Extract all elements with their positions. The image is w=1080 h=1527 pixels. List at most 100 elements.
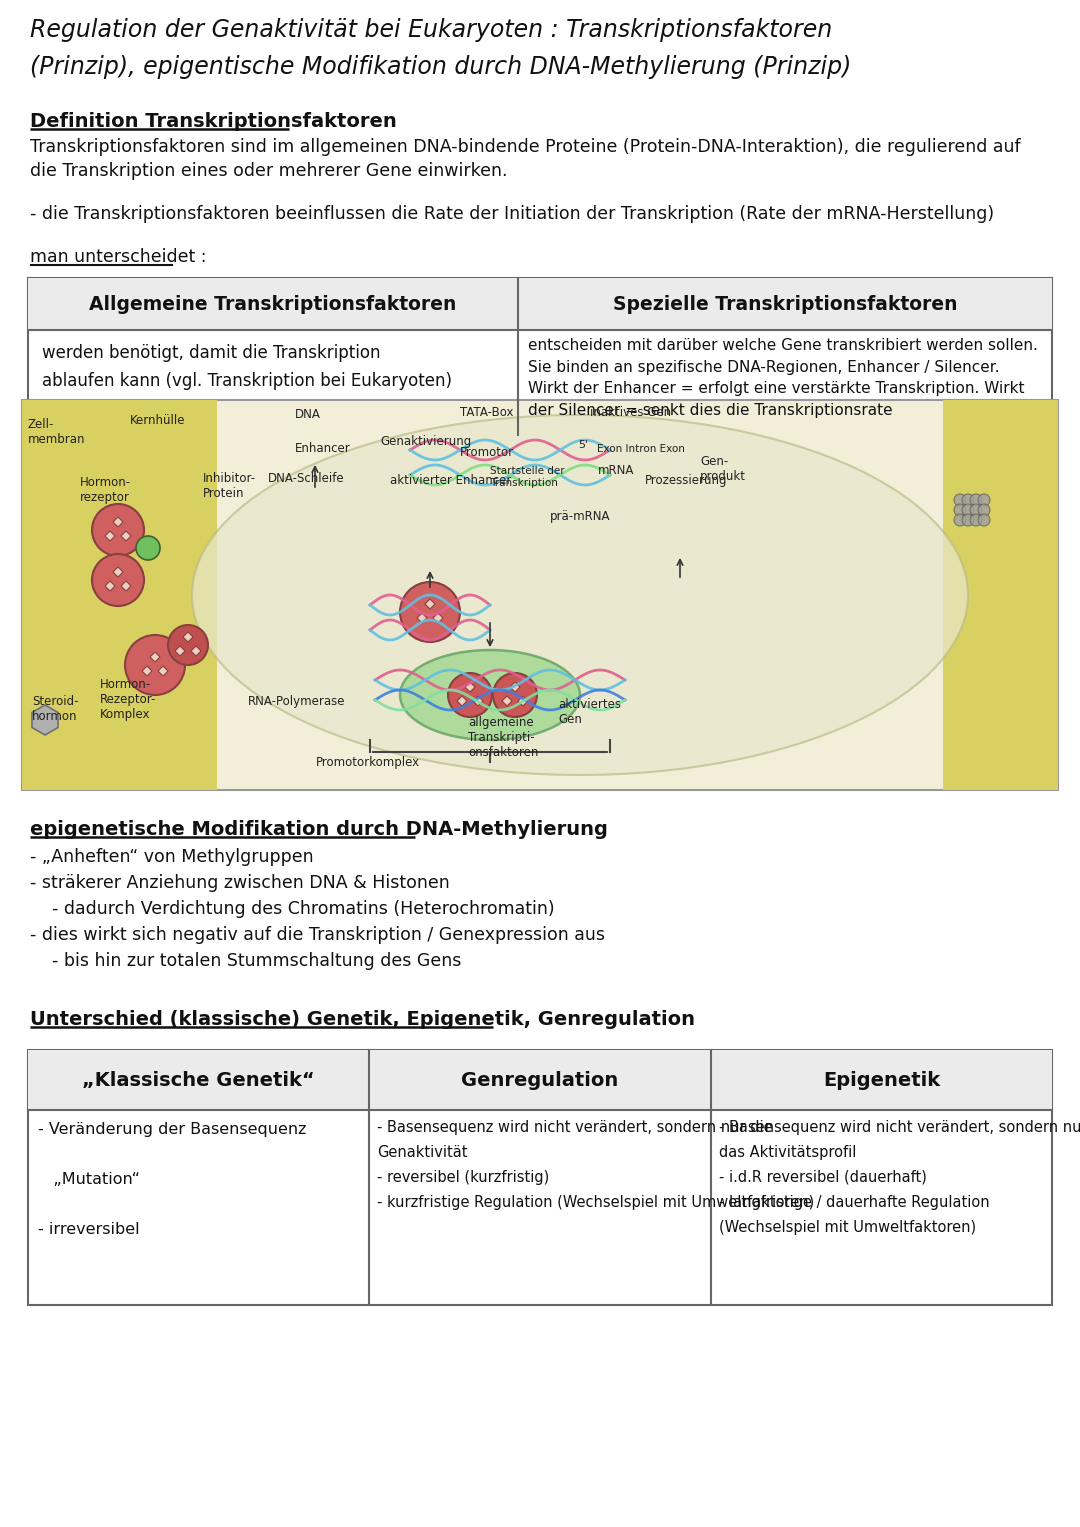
- Text: DNA-Schleife: DNA-Schleife: [268, 472, 345, 486]
- Text: Enhancer: Enhancer: [295, 441, 351, 455]
- Text: Unterschied (klassische) Genetik, Epigenetik, Genregulation: Unterschied (klassische) Genetik, Epigen…: [30, 1009, 696, 1029]
- Text: Promotor: Promotor: [460, 446, 514, 460]
- Text: TATA-Box: TATA-Box: [460, 406, 513, 418]
- Polygon shape: [141, 666, 152, 676]
- Text: - langfristige / dauerhafte Regulation: - langfristige / dauerhafte Regulation: [718, 1196, 989, 1209]
- Text: epigenetische Modifikation durch DNA-Methylierung: epigenetische Modifikation durch DNA-Met…: [30, 820, 608, 838]
- Circle shape: [136, 536, 160, 560]
- Circle shape: [954, 504, 966, 516]
- Circle shape: [978, 515, 990, 525]
- Circle shape: [92, 504, 144, 556]
- Polygon shape: [121, 531, 131, 541]
- Text: 5': 5': [578, 440, 589, 450]
- Text: aktivierter Enhancer: aktivierter Enhancer: [390, 473, 511, 487]
- Polygon shape: [417, 612, 427, 623]
- Bar: [28, 1051, 1052, 1110]
- Circle shape: [978, 495, 990, 505]
- Text: Hormon-
rezeptor: Hormon- rezeptor: [80, 476, 131, 504]
- Circle shape: [970, 515, 982, 525]
- Text: Genregulation: Genregulation: [461, 1070, 619, 1089]
- Text: Regulation der Genaktivität bei Eukaryoten : Transkriptionsfaktoren: Regulation der Genaktivität bei Eukaryot…: [30, 18, 833, 43]
- Text: (Prinzip), epigentische Modifikation durch DNA-Methylierung (Prinzip): (Prinzip), epigentische Modifikation dur…: [30, 55, 851, 79]
- Text: Inhibitor-
Protein: Inhibitor- Protein: [203, 472, 256, 499]
- Polygon shape: [473, 696, 483, 705]
- Text: Prozessierung: Prozessierung: [645, 473, 728, 487]
- Text: man unterscheidet :: man unterscheidet :: [30, 247, 206, 266]
- Text: Steroid-
hormon: Steroid- hormon: [32, 695, 79, 722]
- Text: - kurzfristige Regulation (Wechselspiel mit Umweltfaktoren): - kurzfristige Regulation (Wechselspiel …: [377, 1196, 814, 1209]
- Text: - „Anheften“ von Methylgruppen: - „Anheften“ von Methylgruppen: [30, 847, 313, 866]
- Text: - reversibel (kurzfristig): - reversibel (kurzfristig): [377, 1170, 550, 1185]
- Text: aktiviertes
Gen: aktiviertes Gen: [558, 698, 621, 725]
- Circle shape: [400, 582, 460, 641]
- Polygon shape: [121, 580, 131, 591]
- Text: prä-mRNA: prä-mRNA: [550, 510, 610, 524]
- Text: Gen-
produkt: Gen- produkt: [700, 455, 746, 483]
- Polygon shape: [191, 646, 201, 657]
- Text: Promotorkomplex: Promotorkomplex: [316, 756, 420, 770]
- Circle shape: [92, 554, 144, 606]
- Ellipse shape: [192, 415, 968, 776]
- Polygon shape: [426, 599, 435, 609]
- Text: Definition Transkriptionsfaktoren: Definition Transkriptionsfaktoren: [30, 111, 396, 131]
- Polygon shape: [175, 646, 185, 657]
- Polygon shape: [518, 696, 528, 705]
- Circle shape: [962, 504, 974, 516]
- Bar: [28, 1051, 1052, 1306]
- Text: Exon Intron Exon: Exon Intron Exon: [597, 444, 685, 454]
- Circle shape: [954, 495, 966, 505]
- Text: RNA-Polymerase: RNA-Polymerase: [248, 695, 346, 709]
- Text: inaktives Gen: inaktives Gen: [590, 406, 671, 418]
- Polygon shape: [457, 696, 467, 705]
- Text: Spezielle Transkriptionsfaktoren: Spezielle Transkriptionsfaktoren: [612, 295, 957, 313]
- Text: - Veränderung der Basensequenz: - Veränderung der Basensequenz: [38, 1122, 307, 1138]
- Text: Kernhülle: Kernhülle: [130, 414, 186, 428]
- Circle shape: [954, 515, 966, 525]
- Text: allgemeine
Transkripti-
onsfaktoren: allgemeine Transkripti- onsfaktoren: [468, 716, 538, 759]
- Polygon shape: [183, 632, 193, 641]
- Circle shape: [125, 635, 185, 695]
- Circle shape: [970, 504, 982, 516]
- Text: werden benötigt, damit die Transkription
ablaufen kann (vgl. Transkription bei E: werden benötigt, damit die Transkription…: [42, 344, 453, 389]
- Ellipse shape: [400, 651, 580, 741]
- Text: - sträkerer Anziehung zwischen DNA & Histonen: - sträkerer Anziehung zwischen DNA & His…: [30, 873, 449, 892]
- Text: Startstelle der
Transkription: Startstelle der Transkription: [490, 466, 565, 487]
- Text: - die Transkriptionsfaktoren beeinflussen die Rate der Initiation der Transkript: - die Transkriptionsfaktoren beeinflusse…: [30, 205, 994, 223]
- Circle shape: [970, 495, 982, 505]
- Text: Epigenetik: Epigenetik: [823, 1070, 940, 1089]
- Polygon shape: [105, 580, 114, 591]
- Polygon shape: [32, 705, 58, 734]
- Text: - dadurch Verdichtung des Chromatins (Heterochromatin): - dadurch Verdichtung des Chromatins (He…: [30, 899, 555, 918]
- Text: entscheiden mit darüber welche Gene transkribiert werden sollen.
Sie binden an s: entscheiden mit darüber welche Gene tran…: [528, 337, 1038, 418]
- Text: DNA: DNA: [295, 408, 321, 421]
- Bar: [22, 400, 1058, 789]
- Text: die Transkription eines oder mehrerer Gene einwirken.: die Transkription eines oder mehrerer Ge…: [30, 162, 508, 180]
- Text: „Mutation“: „Mutation“: [38, 1173, 140, 1186]
- Text: - dies wirkt sich negativ auf die Transkription / Genexpression aus: - dies wirkt sich negativ auf die Transk…: [30, 925, 605, 944]
- Text: „Klassische Genetik“: „Klassische Genetik“: [82, 1070, 315, 1089]
- Text: Transkriptionsfaktoren sind im allgemeinen DNA-bindende Proteine (Protein-DNA-In: Transkriptionsfaktoren sind im allgemein…: [30, 137, 1021, 156]
- Text: Zell-
membran: Zell- membran: [28, 418, 85, 446]
- Circle shape: [492, 673, 537, 718]
- Text: Genaktivierung: Genaktivierung: [380, 435, 471, 447]
- Polygon shape: [510, 683, 519, 692]
- Bar: [943, 400, 1058, 789]
- Circle shape: [978, 504, 990, 516]
- Text: Genaktivität: Genaktivität: [377, 1145, 468, 1161]
- Polygon shape: [105, 531, 114, 541]
- Text: - i.d.R reversibel (dauerhaft): - i.d.R reversibel (dauerhaft): [718, 1170, 927, 1185]
- Bar: [28, 278, 1052, 435]
- Circle shape: [168, 625, 208, 664]
- Circle shape: [962, 515, 974, 525]
- Text: mRNA: mRNA: [598, 464, 634, 476]
- Text: das Aktivitätsprofil: das Aktivitätsprofil: [718, 1145, 856, 1161]
- Polygon shape: [113, 518, 123, 527]
- Polygon shape: [150, 652, 160, 663]
- Text: Hormon-
Rezeptor-
Komplex: Hormon- Rezeptor- Komplex: [100, 678, 157, 721]
- Text: (Wechselspiel mit Umweltfaktoren): (Wechselspiel mit Umweltfaktoren): [718, 1220, 976, 1235]
- Text: - bis hin zur totalen Stummschaltung des Gens: - bis hin zur totalen Stummschaltung des…: [30, 951, 461, 970]
- Polygon shape: [158, 666, 168, 676]
- Text: - irreversibel: - irreversibel: [38, 1222, 139, 1237]
- Text: - Basensequenz wird nicht verändert, sondern nur die: - Basensequenz wird nicht verändert, son…: [377, 1119, 773, 1135]
- Text: Allgemeine Transkriptionsfaktoren: Allgemeine Transkriptionsfaktoren: [90, 295, 457, 313]
